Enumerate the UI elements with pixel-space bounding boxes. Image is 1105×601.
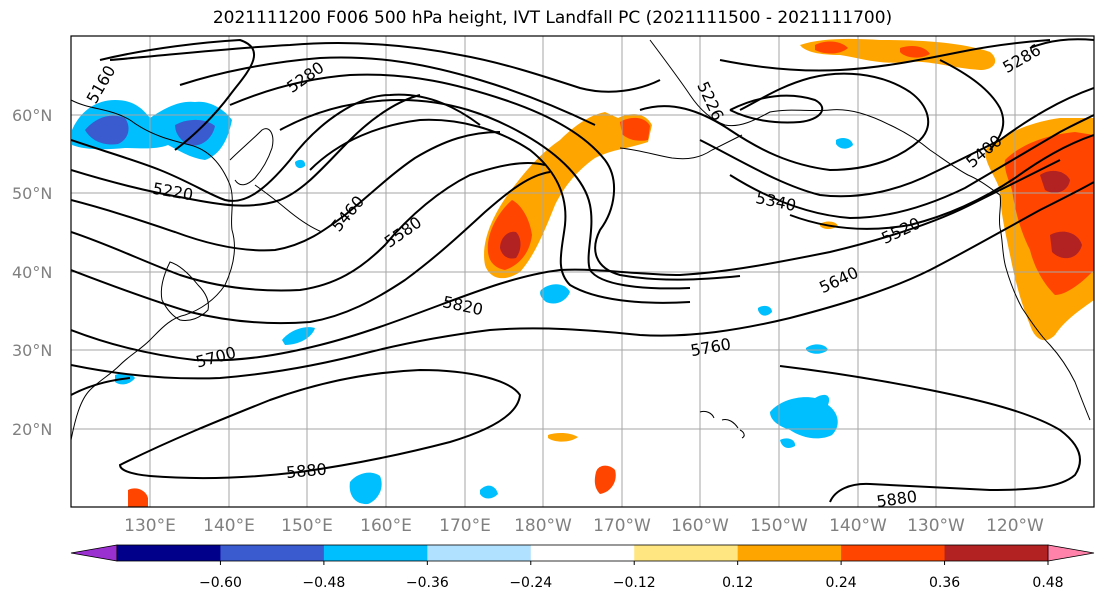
colorbar-segment bbox=[841, 545, 946, 561]
height-contour bbox=[789, 134, 1094, 230]
positive-ivt-spot bbox=[594, 465, 616, 494]
lon-label: 130°E bbox=[124, 516, 176, 536]
colorbar-tick-label: −0.60 bbox=[199, 575, 242, 591]
height-contour bbox=[229, 73, 741, 281]
lat-label: 40°N bbox=[12, 263, 52, 282]
lat-label: 60°N bbox=[12, 106, 52, 125]
positive-ivt-region bbox=[900, 46, 930, 58]
negative-ivt-spot bbox=[758, 305, 772, 316]
lon-label: 160°W bbox=[671, 516, 729, 536]
hawaii-islands bbox=[699, 410, 745, 439]
lon-label: 180°W bbox=[514, 516, 572, 536]
colorbar-segment bbox=[737, 545, 842, 561]
lon-label: 170°E bbox=[439, 516, 491, 536]
longitude-labels: 130°E 140°E 150°E 160°E 170°E 180°W 170°… bbox=[124, 516, 1044, 536]
positive-ivt-peak bbox=[500, 231, 521, 259]
height-contour bbox=[118, 368, 522, 480]
colorbar-tick-label: 0.12 bbox=[722, 575, 753, 591]
colorbar-segment bbox=[944, 545, 1049, 561]
lon-label: 150°E bbox=[281, 516, 333, 536]
lat-label: 50°N bbox=[12, 184, 52, 203]
height-contour bbox=[71, 131, 501, 252]
height-contour bbox=[71, 171, 551, 325]
height-contour bbox=[639, 72, 930, 172]
negative-ivt-spot bbox=[295, 159, 306, 169]
negative-ivt-region bbox=[780, 438, 796, 448]
height-contour bbox=[279, 98, 691, 290]
positive-ivt-region bbox=[620, 117, 650, 141]
colorbar-segment bbox=[117, 545, 221, 561]
height-contour bbox=[729, 94, 824, 124]
negative-ivt-region bbox=[770, 394, 838, 439]
negative-ivt-spot bbox=[540, 284, 570, 304]
colorbar-extend-right bbox=[1047, 544, 1095, 562]
colorbar-segment bbox=[530, 545, 635, 561]
alaska-coastline bbox=[649, 39, 1001, 196]
colorbar-extend-left bbox=[70, 544, 118, 562]
coastlines bbox=[71, 39, 1091, 441]
height-contour bbox=[179, 56, 596, 126]
colorbar-segment bbox=[220, 545, 325, 561]
colorbar-tick-label: −0.36 bbox=[406, 575, 449, 591]
height-contour bbox=[939, 59, 1005, 151]
colorbar-tick-label: 0.48 bbox=[1032, 575, 1063, 591]
lon-label: 170°W bbox=[593, 516, 651, 536]
lon-label: 160°E bbox=[360, 516, 412, 536]
lon-label: 130°W bbox=[907, 516, 965, 536]
positive-ivt-peak bbox=[1050, 231, 1082, 259]
height-contour bbox=[71, 377, 131, 396]
height-contour bbox=[1029, 38, 1094, 49]
north-america-coastline bbox=[998, 194, 1091, 421]
lon-label: 140°E bbox=[203, 516, 255, 536]
colorbar-segment bbox=[634, 545, 739, 561]
height-contours bbox=[71, 38, 1094, 503]
positive-ivt-spot bbox=[548, 432, 578, 442]
map-title: 2021111200 F006 500 hPa height, IVT Land… bbox=[212, 8, 893, 28]
height-contour bbox=[779, 365, 1081, 503]
lon-label: 140°W bbox=[829, 516, 887, 536]
height-contour bbox=[99, 38, 255, 151]
height-contour bbox=[71, 94, 421, 207]
colorbar-tick-label: 0.24 bbox=[826, 575, 857, 591]
aleutian-islands bbox=[619, 134, 743, 160]
height-contour bbox=[71, 159, 1061, 362]
colorbar-tick-label: 0.36 bbox=[929, 575, 960, 591]
height-contour bbox=[71, 162, 546, 292]
height-contour bbox=[699, 87, 1094, 198]
positive-ivt-spot bbox=[128, 488, 148, 507]
negative-ivt-core bbox=[85, 115, 129, 145]
map-frame bbox=[70, 35, 1095, 508]
contour-label: 5880 bbox=[285, 460, 327, 482]
colorbar: −0.60 −0.48 −0.36 −0.24 −0.12 0.12 0.24 0.36 0.4… bbox=[70, 544, 1095, 591]
lon-label: 120°W bbox=[986, 516, 1044, 536]
positive-ivt-region bbox=[815, 41, 848, 54]
colorbar-frame bbox=[116, 544, 1049, 562]
japan-coastline bbox=[160, 261, 209, 321]
lon-label: 150°W bbox=[750, 516, 808, 536]
height-contour bbox=[309, 118, 691, 304]
lat-label: 30°N bbox=[12, 341, 52, 360]
negative-ivt-spot bbox=[480, 485, 498, 499]
colorbar-tick-label: −0.48 bbox=[302, 575, 345, 591]
positive-ivt-peak bbox=[1040, 170, 1070, 193]
colorbar-segment bbox=[323, 545, 428, 561]
kuril-islands bbox=[254, 184, 323, 233]
negative-ivt-spot bbox=[806, 344, 828, 354]
negative-ivt-spot bbox=[349, 472, 382, 505]
height-contour bbox=[109, 42, 661, 93]
colorbar-tick-label: −0.24 bbox=[509, 575, 552, 591]
height-contour bbox=[71, 93, 481, 202]
kamchatka-coastline bbox=[229, 128, 274, 186]
height-contour bbox=[729, 114, 1094, 220]
lat-label: 20°N bbox=[12, 420, 52, 439]
height-contour bbox=[719, 39, 1051, 72]
colorbar-segment bbox=[427, 545, 532, 561]
contour-label: 5880 bbox=[875, 487, 918, 511]
colorbar-tick-label: −0.12 bbox=[613, 575, 656, 591]
negative-ivt-spot bbox=[836, 137, 853, 149]
height-contour bbox=[71, 181, 1094, 380]
latitude-labels: 60°N 50°N 40°N 30°N 20°N bbox=[12, 106, 52, 439]
